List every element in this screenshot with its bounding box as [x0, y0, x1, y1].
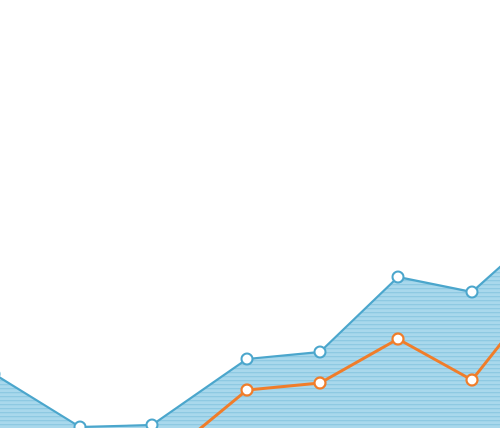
- area-point-3: [242, 354, 253, 365]
- area-point-6: [467, 287, 478, 298]
- area-point-2: [147, 420, 158, 428]
- line-point-2: [393, 334, 404, 345]
- area-point-5: [393, 272, 404, 283]
- line-point-0: [242, 385, 253, 396]
- line-point-1: [315, 378, 326, 389]
- area-point-4: [315, 347, 326, 358]
- line-point-3: [467, 375, 478, 386]
- area-point-1: [75, 422, 86, 428]
